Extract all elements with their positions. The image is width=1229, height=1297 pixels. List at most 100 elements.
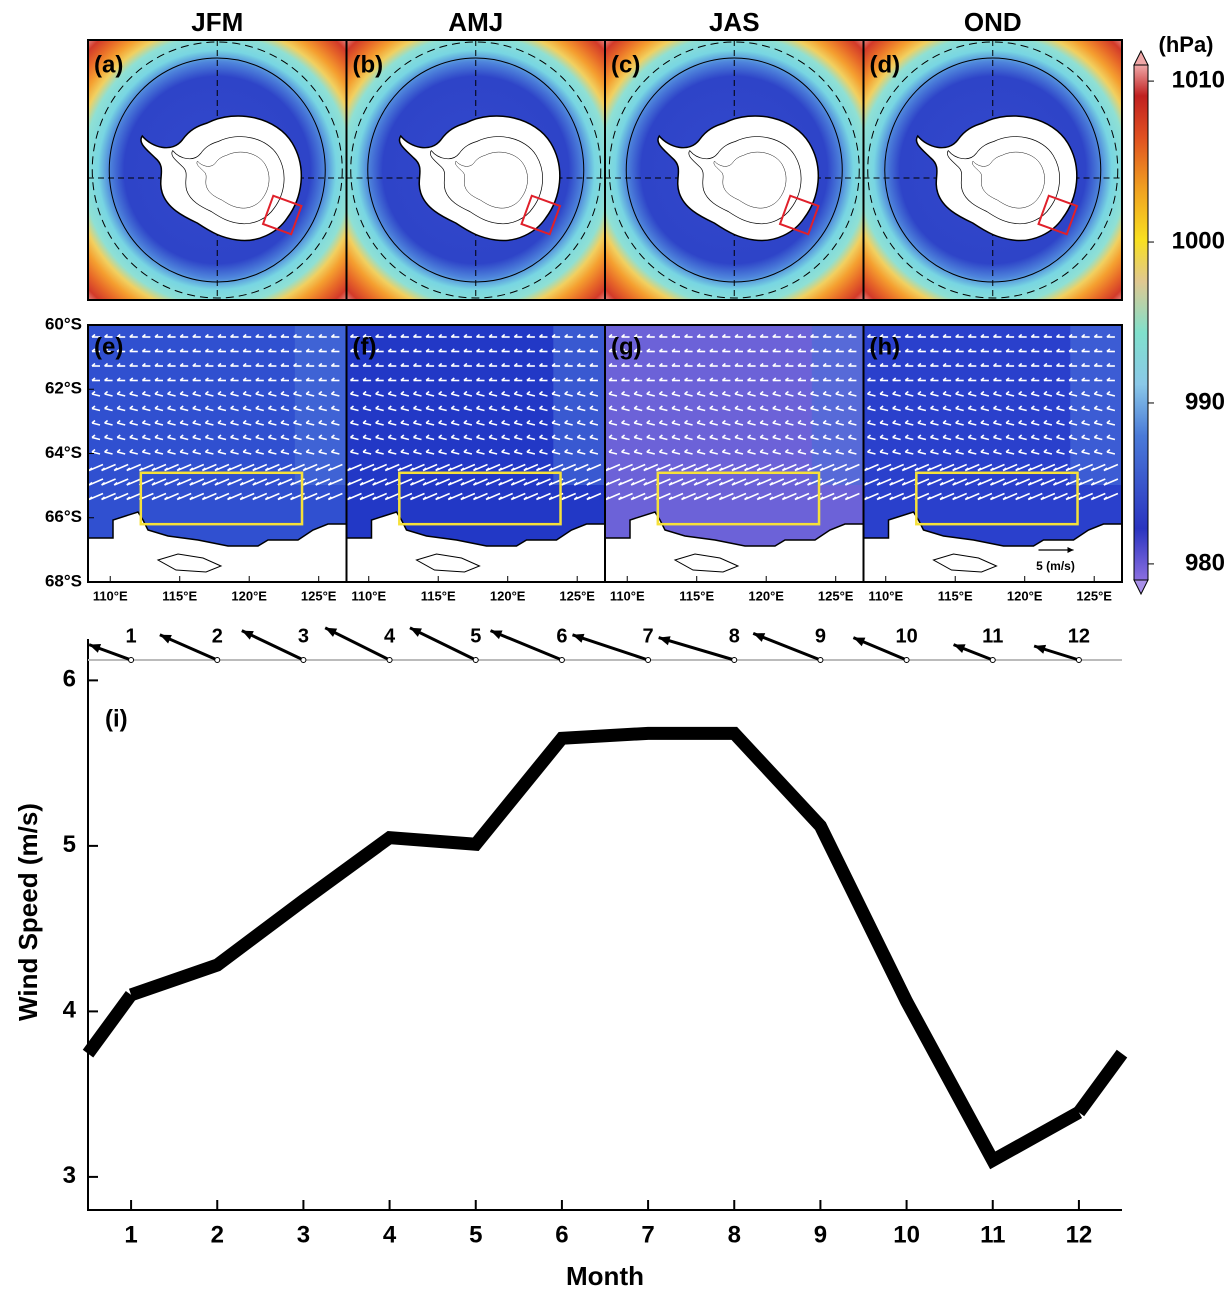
wind-arrow-head (412, 419, 418, 424)
wind-arrow-head (942, 348, 947, 353)
wind-arrow-head (1002, 467, 1007, 472)
wind-arrow (1056, 407, 1065, 412)
wind-arrow (772, 393, 781, 397)
wind-arrow (142, 407, 151, 412)
wind-arrow-head (822, 333, 827, 338)
wind-arrow-head (463, 419, 468, 424)
arrow-label: 9 (815, 625, 826, 647)
wind-arrow-head (693, 496, 698, 501)
wind-arrow-head (475, 448, 481, 453)
wind-arrow-head (189, 496, 194, 501)
wind-arrow-head (242, 348, 247, 353)
wind-arrow (205, 393, 214, 397)
wind-arrow-head (630, 467, 635, 472)
wind-arrow (772, 407, 781, 412)
wind-arrow-head (879, 448, 884, 453)
wind-arrow-head (889, 467, 894, 472)
wind-arrow-head (375, 390, 380, 395)
wind-arrow (577, 436, 586, 441)
wind-arrow-head (822, 362, 827, 367)
wind-arrow (375, 451, 384, 455)
wind-arrow-head (485, 481, 490, 486)
wind-arrow-head (526, 333, 531, 338)
wind-arrow-head (630, 481, 635, 486)
wind-arrow (564, 407, 573, 412)
wind-arrow (646, 407, 655, 412)
wind-arrow-head (450, 348, 455, 353)
wind-arrow-head (876, 481, 881, 486)
wind-arrow-head (1018, 362, 1023, 367)
wind-arrow (564, 436, 573, 441)
wind-arrow-head (561, 496, 566, 501)
wind-arrow (91, 393, 101, 397)
wind-arrow-head (349, 362, 355, 367)
wind-arrow-head (989, 496, 995, 501)
wind-arrow-head (759, 419, 764, 424)
wind-arrow-head (822, 377, 827, 382)
wind-arrow-head (977, 496, 982, 501)
wind-arrow-head (576, 362, 581, 367)
wind-arrow (425, 407, 435, 412)
colorbar-tick-label: 1000 (1172, 227, 1225, 254)
wind-arrow-head (658, 405, 663, 410)
wind-arrow (659, 422, 668, 426)
wind-arrow-head (204, 348, 209, 353)
line-wrap (82, 990, 137, 1058)
wind-arrow (167, 422, 176, 426)
wind-arrow-head (879, 434, 884, 439)
wind-arrow-head (810, 377, 815, 382)
wind-arrow-head (892, 362, 897, 367)
wind-arrow-head (747, 362, 752, 367)
wind-arrow-head (463, 390, 468, 395)
wind-arrow-head (756, 481, 761, 486)
wind-arrow-head (204, 448, 209, 453)
wind-arrow-head (929, 390, 935, 395)
wind-arrow (268, 407, 277, 412)
wind-arrow (142, 436, 151, 441)
wind-arrow (1068, 422, 1078, 426)
arrow-label: 1 (126, 625, 137, 647)
wind-arrow (526, 451, 536, 455)
wind-arrow-head (879, 333, 884, 338)
wind-arrow-head (293, 333, 298, 338)
wind-arrow-head (450, 419, 455, 424)
wind-arrow-head (901, 481, 906, 486)
wind-arrow (388, 422, 397, 426)
wind-arrow-head (1081, 419, 1086, 424)
wind-arrow-head (784, 377, 789, 382)
wind-arrow-head (967, 405, 972, 410)
arrow-shaft (324, 626, 391, 662)
wind-arrow-head (759, 390, 764, 395)
wind-arrow-head (992, 434, 998, 439)
wind-arrow-head (721, 377, 726, 382)
wind-arrow-head (387, 377, 392, 382)
wind-arrow (438, 451, 447, 455)
wind-arrow-head (412, 362, 418, 367)
wind-arrow-head (1055, 362, 1061, 367)
wind-arrow-head (217, 333, 222, 338)
wind-arrow (306, 407, 315, 412)
wind-arrow-head (942, 434, 947, 439)
wind-arrow-head (992, 348, 998, 353)
wind-arrow-head (1090, 467, 1095, 472)
wind-arrow-head (475, 377, 481, 382)
wind-arrow-head (167, 362, 172, 367)
wind-arrow-head (989, 481, 995, 486)
wind-arrow-head (204, 434, 209, 439)
wind-arrow-head (113, 481, 118, 486)
wind-arrow-head (901, 467, 906, 472)
lon-tick-label: 110°E (351, 588, 386, 603)
wind-arrow (942, 407, 952, 412)
wind-arrow-head (280, 390, 285, 395)
wind-arrow-head (192, 362, 197, 367)
wind-arrow-head (772, 434, 777, 439)
wind-arrow-head (668, 496, 673, 501)
wind-arrow-head (412, 333, 418, 338)
wind-arrow (892, 451, 901, 455)
wind-arrow-head (167, 448, 172, 453)
wind-arrow-head (302, 496, 307, 501)
wind-arrow (697, 451, 706, 455)
wind-arrow (917, 436, 927, 441)
wind-arrow-head (412, 377, 418, 382)
wind-arrow-head (400, 448, 405, 453)
